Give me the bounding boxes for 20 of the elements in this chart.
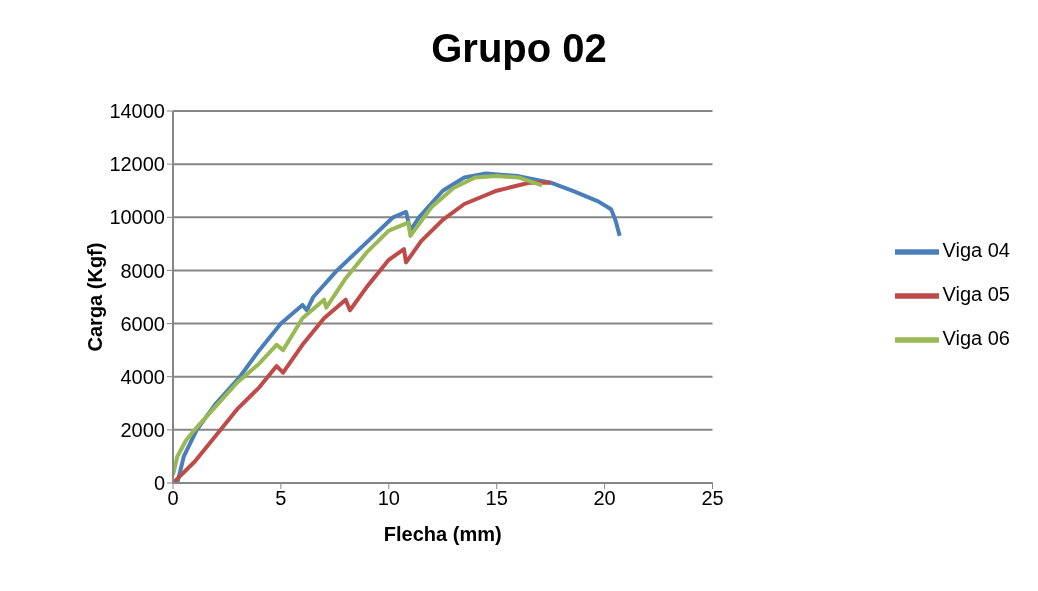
y-tick-label: 6000 [120, 312, 165, 335]
x-tick-label: 10 [377, 487, 400, 510]
y-tick-label: 14000 [109, 100, 165, 123]
legend-label: Viga 04 [942, 238, 1010, 261]
legend-label: Viga 06 [942, 326, 1010, 349]
y-tick-label: 0 [153, 472, 165, 495]
x-tick-label: 0 [167, 487, 179, 510]
x-axis-title: Flecha (mm) [383, 523, 502, 545]
x-tick-label: 20 [593, 487, 616, 510]
x-tick-label: 15 [485, 487, 508, 510]
y-tick-label: 4000 [120, 365, 165, 388]
chart-title: Grupo 02 [430, 26, 608, 71]
y-tick-label: 10000 [109, 206, 165, 229]
y-axis-title: Carga (Kgf) [84, 242, 107, 352]
y-tick-label: 8000 [120, 259, 165, 282]
y-tick-label: 12000 [109, 153, 165, 176]
y-tick-label: 2000 [120, 418, 165, 441]
x-tick-label: 25 [701, 487, 724, 510]
legend-label: Viga 05 [942, 282, 1010, 305]
x-tick-label: 5 [275, 487, 287, 510]
